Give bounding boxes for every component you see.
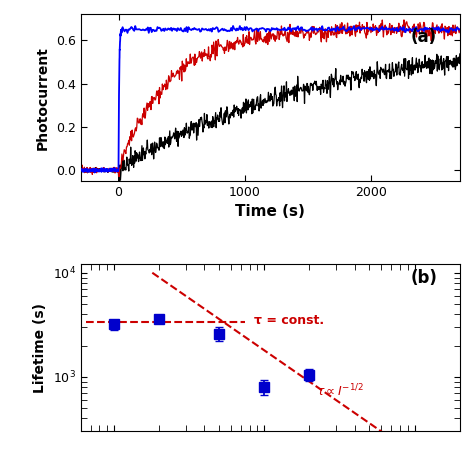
Text: (a): (a) — [410, 27, 437, 46]
Y-axis label: Lifetime (s): Lifetime (s) — [33, 303, 47, 393]
Text: $\tau \propto I^{-1/2}$: $\tau \propto I^{-1/2}$ — [316, 383, 364, 400]
Text: τ = const.: τ = const. — [254, 314, 324, 327]
Y-axis label: Photocurrent: Photocurrent — [36, 46, 50, 150]
Text: (b): (b) — [410, 270, 438, 288]
X-axis label: Time (s): Time (s) — [235, 204, 305, 219]
